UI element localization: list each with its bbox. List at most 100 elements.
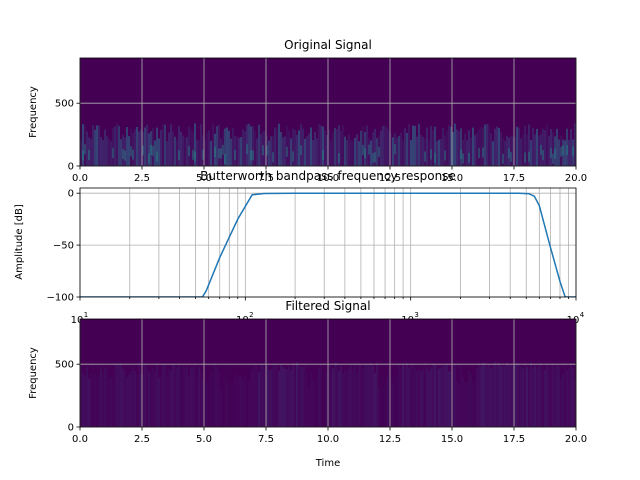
spectrogram-column <box>196 140 198 166</box>
spectrogram-column <box>288 366 290 427</box>
spectrogram-column <box>566 370 568 427</box>
spectrogram-column <box>552 132 554 166</box>
spectrogram-column <box>224 372 226 427</box>
spectrogram-column <box>248 381 250 427</box>
spectrogram-column <box>316 138 318 166</box>
spectrogram-column <box>80 139 82 166</box>
spectrogram-column <box>284 368 286 427</box>
spectrogram-column <box>98 375 100 427</box>
spectrogram-column <box>90 373 92 427</box>
spectrogram-column <box>502 137 504 166</box>
spectrogram-column <box>328 130 330 166</box>
spectrogram-column <box>372 365 374 427</box>
spectrogram-column <box>568 140 570 166</box>
spectrogram-column <box>450 371 452 427</box>
spectrogram-column <box>468 130 470 166</box>
spectrogram-column <box>262 364 264 427</box>
spectrogram-column <box>184 367 186 427</box>
spectrogram-column <box>282 366 284 427</box>
spectrogram-column <box>286 368 288 427</box>
spectrogram-column <box>414 125 416 166</box>
spectrogram-column <box>366 364 368 427</box>
spectrogram-column <box>342 373 344 427</box>
spectrogram-column <box>246 124 248 166</box>
spectrogram-column <box>536 128 538 166</box>
spectrogram-column <box>374 128 376 166</box>
spectrogram-column <box>450 126 452 166</box>
spectrogram-column <box>96 363 98 427</box>
spectrogram-column <box>538 135 540 166</box>
spectrogram-column <box>300 123 302 166</box>
spectrogram-column <box>448 371 450 427</box>
x-tick-label: 20.0 <box>565 434 587 445</box>
spectrogram-column <box>226 382 228 427</box>
spectrogram-column <box>252 150 254 161</box>
spectrogram-column <box>86 131 88 166</box>
spectrogram-column <box>214 133 216 166</box>
spectrogram-column <box>348 368 350 427</box>
spectrogram-column <box>258 371 260 427</box>
spectrogram-column <box>160 130 162 166</box>
spectrogram-column <box>452 131 454 166</box>
spectrogram-column <box>130 146 132 157</box>
spectrogram-column <box>514 364 516 427</box>
spectrogram-column <box>476 368 478 427</box>
spectrogram-column <box>236 136 238 166</box>
spectrogram-column <box>392 137 394 166</box>
spectrogram-column <box>152 367 154 427</box>
spectrogram-column <box>280 364 282 427</box>
spectrogram-column <box>560 135 562 166</box>
spectrogram-column <box>372 132 374 166</box>
spectrogram-column <box>568 367 570 427</box>
spectrogram-column <box>574 378 576 427</box>
spectrogram-column <box>460 128 462 166</box>
spectrogram-column <box>88 137 90 166</box>
x-tick-label: 10.0 <box>317 434 339 445</box>
spectrogram-column <box>472 127 474 166</box>
spectrogram-column <box>430 149 432 160</box>
spectrogram-column <box>430 125 432 166</box>
spectrogram-column <box>82 150 84 161</box>
spectrogram-column <box>362 125 364 166</box>
spectrogram-column <box>360 130 362 166</box>
spectrogram-column <box>406 132 408 166</box>
spectrogram-column <box>232 386 234 427</box>
spectrogram-column <box>478 148 480 159</box>
spectrogram-column <box>460 149 462 160</box>
spectrogram-column <box>92 362 94 427</box>
spectrogram-column <box>454 364 456 427</box>
spectrogram-column <box>554 136 556 166</box>
spectrogram-column <box>456 129 458 166</box>
spectrogram-column <box>552 153 554 164</box>
spectrogram-column <box>486 366 488 427</box>
spectrogram-column <box>444 135 446 166</box>
spectrogram-column <box>156 151 158 162</box>
spectrogram-column <box>530 140 532 166</box>
spectrogram-column <box>84 144 86 155</box>
spectrogram-column <box>134 370 136 427</box>
spectrogram-column <box>570 129 572 166</box>
spectrogram-column <box>440 139 442 166</box>
spectrogram-column <box>572 368 574 427</box>
spectrogram-column <box>322 150 324 161</box>
x-tick-label: 0.0 <box>72 434 88 445</box>
spectrogram-column <box>566 145 568 156</box>
spectrogram-column <box>154 371 156 427</box>
spectrogram-column <box>300 145 302 156</box>
spectrogram-column <box>248 123 250 166</box>
spectrogram-column <box>520 366 522 427</box>
spectrogram-column <box>212 363 214 427</box>
spectrogram-column <box>414 367 416 427</box>
spectrogram-column <box>466 381 468 427</box>
spectrogram-column <box>260 362 262 427</box>
spectrogram-column <box>292 363 294 427</box>
spectrogram-column <box>84 124 86 166</box>
spectrogram-column <box>260 134 262 166</box>
x-tick-label: 5.0 <box>196 434 212 445</box>
spectrogram-column <box>278 370 280 427</box>
spectrogram-column <box>434 126 436 166</box>
spectrogram-column <box>102 372 104 427</box>
spectrogram-column <box>544 130 546 166</box>
spectrogram-column <box>180 361 182 427</box>
